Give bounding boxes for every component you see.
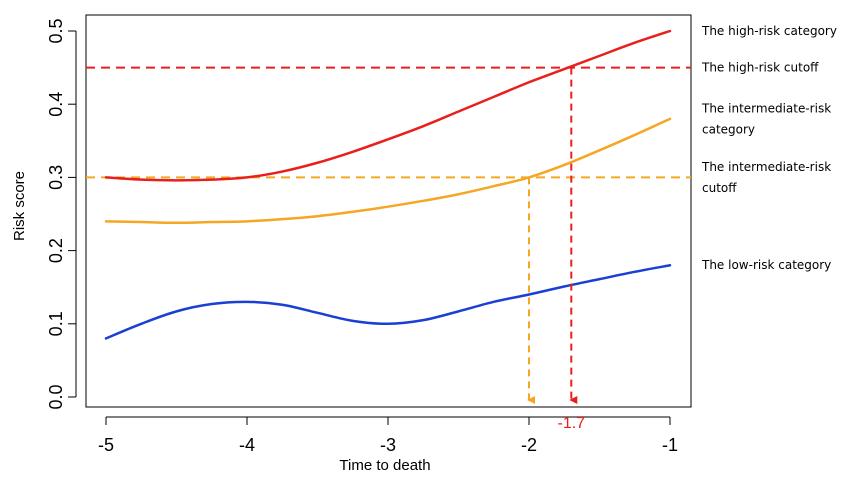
y-axis-title: Risk score	[11, 171, 28, 241]
y-tick-label: 0.0	[46, 384, 66, 409]
legend-label: The low-risk category	[701, 258, 831, 272]
series-lines	[104, 29, 672, 340]
legend-label: category	[702, 122, 755, 136]
plot-frame	[85, 14, 692, 408]
x-tick-label: -3	[380, 435, 396, 455]
series-line-intermediate-risk-category	[104, 117, 672, 225]
x-axis-title: Time to death	[339, 457, 430, 474]
legend-label: The intermediate-risk	[701, 160, 831, 174]
x-tick-label: -2	[521, 435, 537, 455]
cutoff-lines	[86, 66, 691, 179]
legend-label: The intermediate-risk	[701, 101, 831, 115]
legend-label: The high-risk cutoff	[701, 61, 819, 75]
x-axis: -5 -4 -3 -2 -1	[98, 416, 678, 455]
drop-line-label: -1.7	[558, 415, 586, 432]
legend-labels: The high-risk category The high-risk cuto…	[701, 24, 837, 272]
x-tick-label: -1	[662, 435, 678, 455]
y-tick-label: 0.1	[46, 311, 66, 336]
legend-label: cutoff	[702, 181, 737, 195]
legend-label: The high-risk category	[701, 24, 837, 38]
series-line-high-risk-category	[104, 29, 672, 182]
series-line-low-risk-category	[104, 263, 672, 340]
y-tick-label: 0.4	[46, 92, 66, 117]
y-tick-label: 0.5	[46, 18, 66, 43]
y-axis: 0.0 0.1 0.2 0.3 0.4 0.5	[46, 18, 77, 410]
drop-lines: -1.7	[527, 67, 586, 432]
y-tick-label: 0.3	[46, 165, 66, 190]
y-tick-label: 0.2	[46, 238, 66, 263]
x-tick-label: -4	[239, 435, 255, 455]
x-tick-label: -5	[98, 435, 114, 455]
